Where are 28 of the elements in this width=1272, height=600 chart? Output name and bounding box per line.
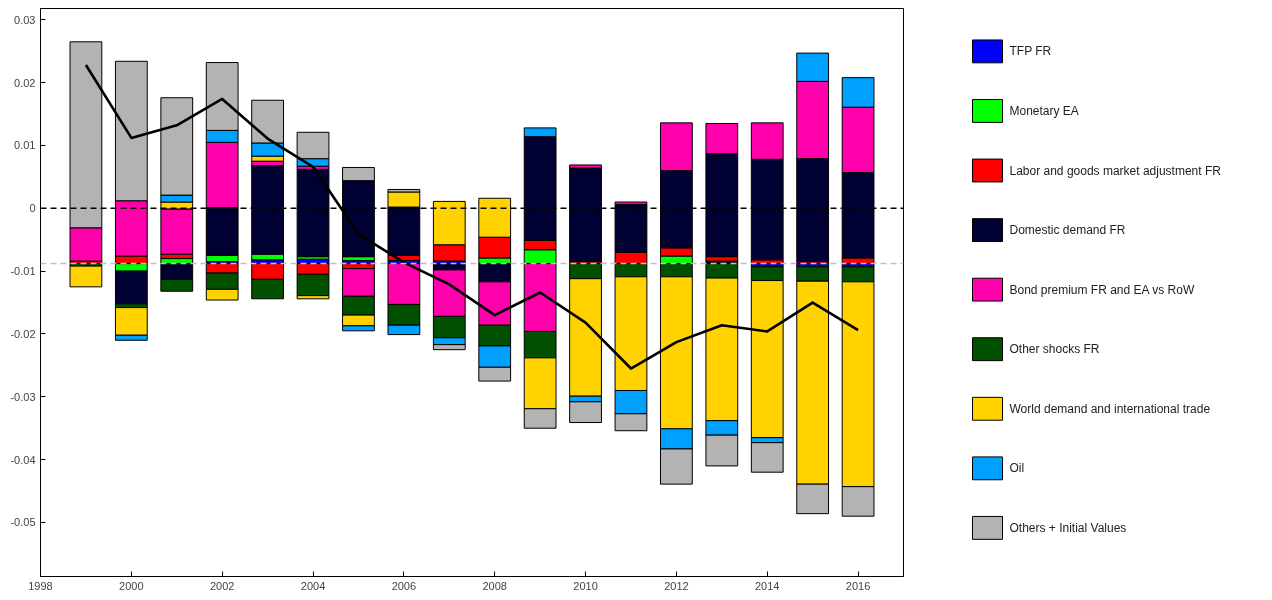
x-tick-label: 2008: [482, 579, 507, 592]
y-tick-label: -0.03: [10, 390, 36, 403]
legend-label: Others + Initial Values: [1009, 520, 1127, 535]
x-tick-label: 2010: [573, 579, 598, 592]
x-tick-label: 1998: [28, 579, 53, 592]
x-tick-label: 2000: [119, 579, 144, 592]
y-tick-label: 0.03: [14, 13, 36, 26]
legend-label: TFP FR: [1009, 44, 1052, 59]
y-tick-label: -0.05: [10, 516, 36, 529]
y-tick-label: 0: [29, 202, 36, 215]
x-tick-label: 2002: [209, 579, 235, 592]
y-tick-label: -0.04: [10, 453, 36, 466]
legend-label: Other shocks FR: [1009, 342, 1100, 357]
x-tick-label: 2004: [300, 579, 326, 592]
legend-label: Oil: [1009, 461, 1025, 476]
y-tick-label: -0.02: [10, 327, 36, 340]
legend-label: Bond premium FR and EA vs RoW: [1009, 282, 1195, 297]
legend-label: Labor and goods market adjustment FR: [1009, 163, 1222, 178]
x-tick-label: 2016: [845, 579, 871, 592]
y-tick-label: -0.01: [10, 265, 36, 278]
legend-label: Monetary EA: [1009, 103, 1079, 118]
legend-label: Domestic demand FR: [1009, 223, 1126, 238]
y-tick-label: 0.01: [14, 139, 36, 152]
x-tick-label: 2012: [664, 579, 689, 592]
y-tick-label: 0.02: [14, 76, 36, 89]
x-tick-label: 2014: [755, 579, 780, 592]
legend-label: World demand and international trade: [1009, 401, 1211, 416]
x-tick-label: 2006: [391, 579, 417, 592]
